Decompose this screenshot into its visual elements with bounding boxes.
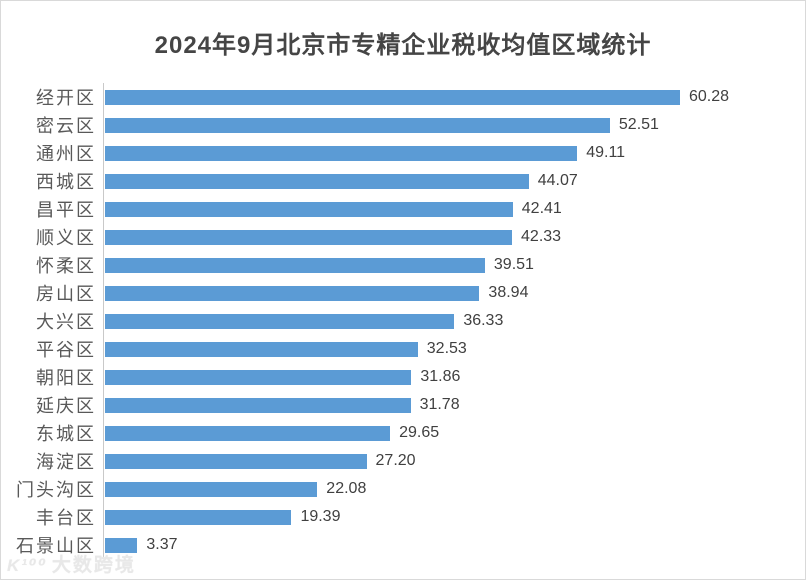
value-label: 42.33 [521, 228, 562, 245]
bar-row: 海淀区 27.20 [1, 447, 791, 475]
category-label: 海淀区 [36, 452, 96, 472]
bar [105, 117, 610, 133]
bar-row: 西城区 44.07 [1, 167, 791, 195]
bar [105, 341, 418, 357]
bar [105, 285, 480, 301]
bar-track: 39.51 [103, 251, 729, 279]
bar-chart: 经开区 60.28 密云区 52.51 通州区 49.11 西城区 44.07 … [1, 83, 791, 559]
category-label: 平谷区 [36, 340, 96, 360]
bar [105, 397, 411, 413]
category-label: 昌平区 [36, 200, 96, 220]
bar-track: 36.33 [103, 307, 729, 335]
value-label: 38.94 [488, 284, 529, 301]
bar-row: 经开区 60.28 [1, 83, 791, 111]
value-label: 31.78 [419, 396, 460, 413]
bar-track: 38.94 [103, 279, 729, 307]
category-label: 东城区 [36, 424, 96, 444]
bar-track: 29.65 [103, 419, 729, 447]
category-label: 门头沟区 [16, 480, 96, 500]
bar-row: 朝阳区 31.86 [1, 363, 791, 391]
value-label: 36.33 [463, 312, 504, 329]
bar [105, 145, 578, 161]
category-label: 朝阳区 [36, 368, 96, 388]
value-label: 39.51 [493, 256, 534, 273]
bar-row: 昌平区 42.41 [1, 195, 791, 223]
bar-track: 31.86 [103, 363, 729, 391]
watermark: K¹⁰⁰ 大数跨境 [7, 550, 136, 577]
bar-track: 27.20 [103, 447, 729, 475]
bar [105, 425, 391, 441]
bar-track: 31.78 [103, 391, 729, 419]
bar-row: 平谷区 32.53 [1, 335, 791, 363]
chart-title: 2024年9月北京市专精企业税收均值区域统计 [154, 32, 652, 59]
value-label: 29.65 [399, 424, 440, 441]
bar-row: 通州区 49.11 [1, 139, 791, 167]
category-label: 通州区 [36, 144, 96, 164]
bar [105, 509, 292, 525]
category-label: 大兴区 [36, 312, 96, 332]
category-label: 房山区 [36, 284, 96, 304]
bar-row: 顺义区 42.33 [1, 223, 791, 251]
watermark-text: 大数跨境 [51, 555, 136, 576]
bar-row: 大兴区 36.33 [1, 307, 791, 335]
bar-row: 石景山区 3.37 [1, 531, 791, 559]
bar-track: 3.37 [103, 531, 729, 559]
value-label: 19.39 [300, 508, 341, 525]
bar [105, 453, 367, 469]
value-label: 3.37 [146, 536, 178, 553]
bar-track: 49.11 [103, 139, 729, 167]
category-label: 密云区 [36, 116, 96, 136]
bar-track: 42.41 [103, 195, 729, 223]
bar [105, 313, 455, 329]
category-label: 石景山区 [16, 536, 96, 556]
category-label: 怀柔区 [36, 256, 96, 276]
bar-track: 32.53 [103, 335, 729, 363]
value-label: 32.53 [426, 340, 467, 357]
bar [105, 229, 513, 245]
bar-track: 22.08 [103, 475, 729, 503]
value-label: 27.20 [375, 452, 416, 469]
bar [105, 369, 412, 385]
bar [105, 173, 529, 189]
bar [105, 89, 680, 105]
bar-row: 延庆区 31.78 [1, 391, 791, 419]
category-label: 延庆区 [36, 396, 96, 416]
category-label: 顺义区 [36, 228, 96, 248]
bar-row: 门头沟区 22.08 [1, 475, 791, 503]
bar [105, 257, 485, 273]
bar [105, 481, 318, 497]
category-label: 西城区 [36, 172, 96, 192]
category-label: 经开区 [36, 88, 96, 108]
value-label: 42.41 [521, 200, 562, 217]
bar-row: 怀柔区 39.51 [1, 251, 791, 279]
bar [105, 201, 513, 217]
value-label: 44.07 [537, 172, 578, 189]
bar-row: 房山区 38.94 [1, 279, 791, 307]
value-label: 31.86 [420, 368, 461, 385]
bar-track: 60.28 [103, 83, 729, 111]
category-label: 丰台区 [36, 508, 96, 528]
watermark-logo-icon: K¹⁰⁰ [7, 556, 48, 575]
bar-row: 丰台区 19.39 [1, 503, 791, 531]
bar-row: 密云区 52.51 [1, 111, 791, 139]
bar-track: 42.33 [103, 223, 729, 251]
value-label: 22.08 [326, 480, 367, 497]
value-label: 52.51 [618, 116, 659, 133]
value-label: 49.11 [586, 144, 626, 161]
bar-track: 52.51 [103, 111, 729, 139]
bar [105, 537, 138, 553]
chart-rows: 经开区 60.28 密云区 52.51 通州区 49.11 西城区 44.07 … [1, 83, 791, 559]
bar-track: 44.07 [103, 167, 729, 195]
bar-track: 19.39 [103, 503, 729, 531]
bar-row: 东城区 29.65 [1, 419, 791, 447]
value-label: 60.28 [688, 88, 729, 105]
